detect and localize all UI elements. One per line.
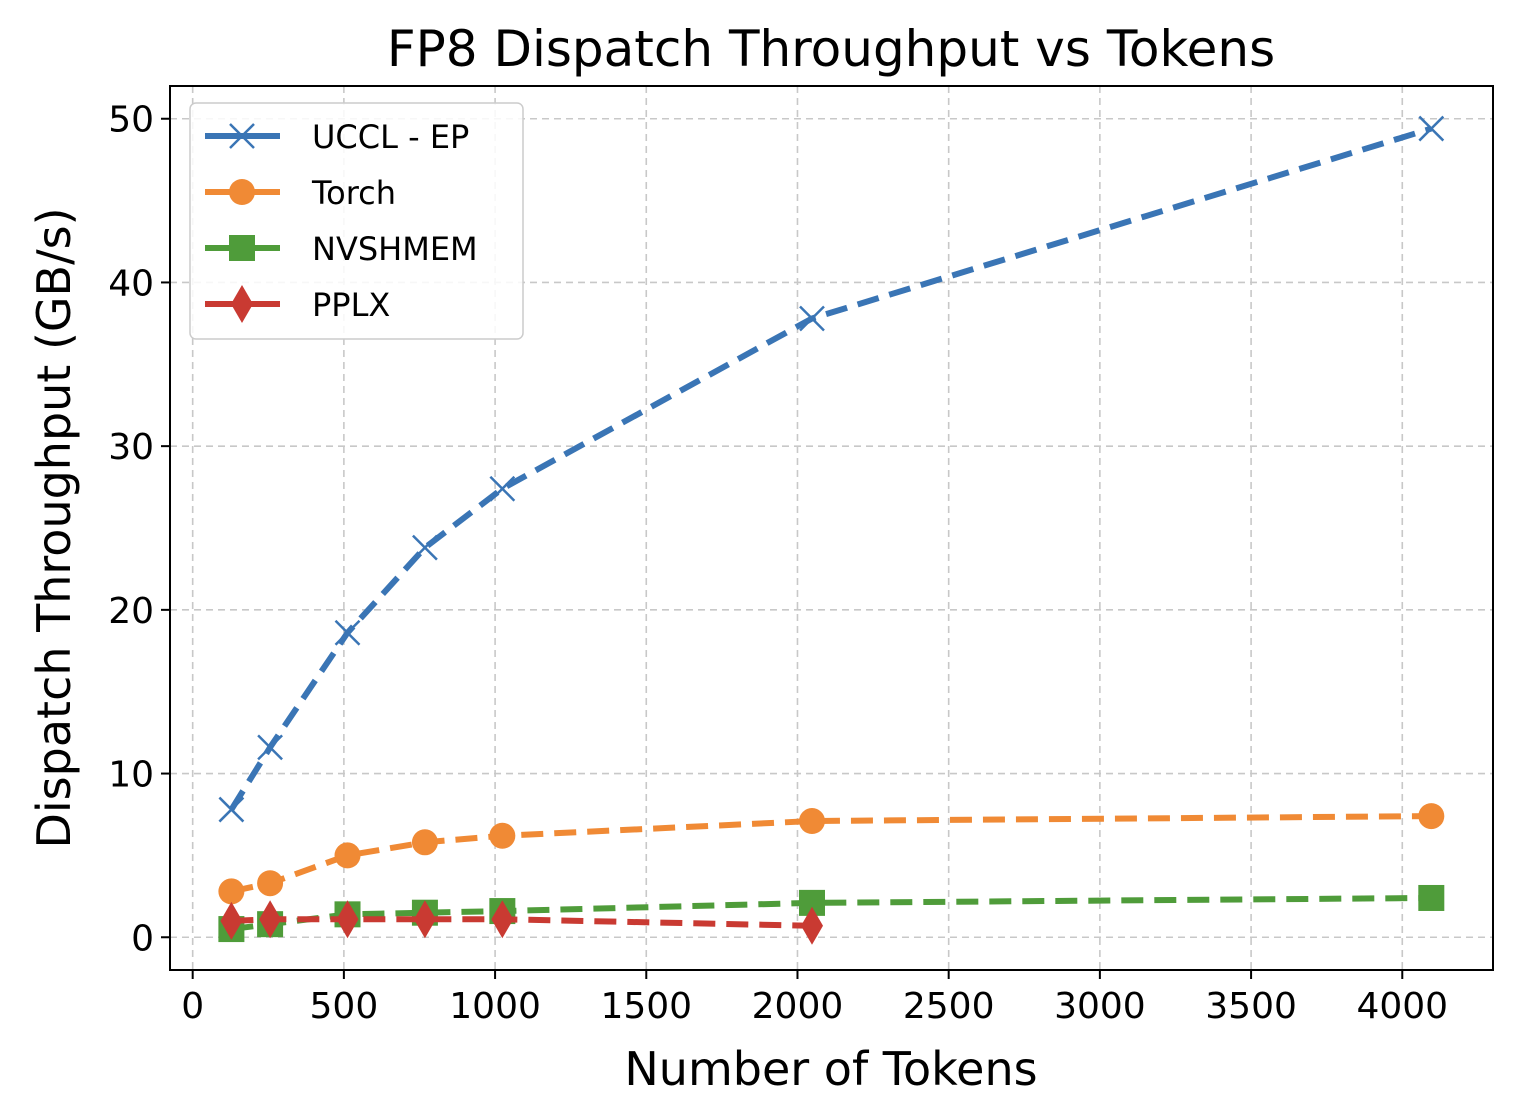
series-nvshmem <box>218 884 1445 943</box>
x-marker-stroke <box>1418 115 1445 142</box>
series-line-pplx <box>231 916 813 929</box>
legend-marker-uccl-ep <box>229 123 255 149</box>
legend-label-pplx: PPLX <box>312 286 390 324</box>
legend-label-nvshmem: NVSHMEM <box>312 230 478 268</box>
x-marker-stroke <box>218 796 245 823</box>
data-point-torch <box>411 829 438 856</box>
y-tick-label: 30 <box>108 427 154 468</box>
series-pplx <box>220 900 823 945</box>
x-tick-label: 3500 <box>1205 986 1297 1027</box>
data-point-nvshmem <box>1418 884 1445 911</box>
x-marker-stroke <box>489 475 516 502</box>
legend-marker-torch <box>229 179 255 205</box>
y-tick-label: 10 <box>108 755 154 796</box>
data-point-torch <box>1418 803 1445 830</box>
x-marker-stroke <box>412 534 438 561</box>
legend: UCCL - EP Torch NVSHMEM PPLX <box>189 102 524 340</box>
x-tick-label: 1500 <box>600 986 692 1027</box>
y-tick-label: 40 <box>108 263 154 304</box>
axis-ticks: 0 500 1000 1500 2000 2500 3000 3500 4000 0 10 20 30 4… <box>108 100 1448 1027</box>
legend-label-uccl-ep: UCCL - EP <box>312 118 469 156</box>
data-point-uccl-ep <box>334 619 361 646</box>
legend-label-torch: Torch <box>311 174 396 212</box>
data-point-pplx <box>413 900 436 939</box>
data-point-torch <box>798 808 825 835</box>
legend-box <box>189 102 524 340</box>
series-uccl-ep <box>218 115 1445 823</box>
x-marker-stroke <box>257 734 283 761</box>
data-point-uccl-ep <box>799 305 825 332</box>
x-marker-stroke <box>799 305 825 332</box>
data-point-torch <box>489 822 516 849</box>
data-point-torch <box>257 870 284 897</box>
data-point-pplx <box>336 900 359 939</box>
data-point-pplx <box>491 900 514 939</box>
y-axis-label: Dispatch Throughput (GB/s) <box>27 207 81 848</box>
x-tick-label: 3000 <box>1054 986 1146 1027</box>
x-tick-label: 500 <box>310 986 379 1027</box>
data-point-uccl-ep <box>489 475 516 502</box>
series-torch <box>218 803 1445 905</box>
data-point-uccl-ep <box>218 796 245 823</box>
x-tick-label: 0 <box>181 986 204 1027</box>
y-tick-label: 20 <box>108 591 154 632</box>
chart-title: FP8 Dispatch Throughput vs Tokens <box>387 20 1275 78</box>
x-tick-label: 2500 <box>903 986 995 1027</box>
data-point-torch <box>334 842 361 869</box>
x-tick-label: 1000 <box>449 986 541 1027</box>
plot-frame <box>169 85 1494 971</box>
data-point-pplx <box>800 906 823 945</box>
y-tick-label: 0 <box>131 918 154 959</box>
legend-marker-nvshmem <box>229 235 255 261</box>
series-group <box>218 115 1445 945</box>
data-point-torch <box>218 878 245 905</box>
x-axis-label: Number of Tokens <box>624 1042 1037 1096</box>
x-tick-label: 2000 <box>752 986 844 1027</box>
data-point-pplx <box>259 900 282 939</box>
x-marker-stroke <box>334 619 361 646</box>
y-tick-label: 50 <box>108 100 154 141</box>
data-point-pplx <box>220 901 243 940</box>
legend-marker-pplx <box>231 285 253 323</box>
data-point-uccl-ep <box>1418 115 1445 142</box>
x-marker-stroke <box>229 123 255 149</box>
data-point-uccl-ep <box>257 734 283 761</box>
x-tick-label: 4000 <box>1356 986 1448 1027</box>
data-point-uccl-ep <box>412 534 438 561</box>
